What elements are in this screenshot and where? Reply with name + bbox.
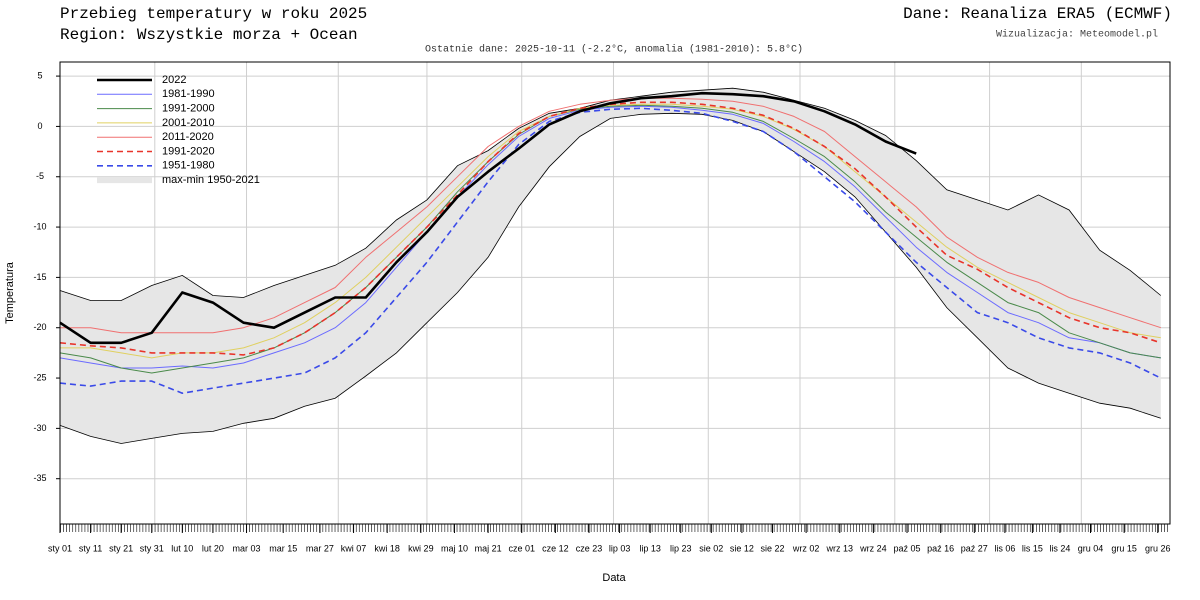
x-tick-label: lut 10 (171, 543, 193, 553)
x-tick-label: sie 22 (760, 543, 784, 553)
y-tick-label: 0 (37, 121, 42, 131)
x-tick-label: mar 15 (269, 543, 297, 553)
source: Dane: Reanaliza ERA5 (ECMWF) (903, 5, 1172, 23)
y-tick-label: -10 (33, 221, 46, 231)
x-axis-label: Data (602, 572, 626, 584)
chart-title: Przebieg temperatury w roku 2025 (60, 5, 367, 23)
x-tick-label: lip 03 (609, 543, 631, 553)
x-tick-label: lis 15 (1022, 543, 1043, 553)
x-tick-label: lut 20 (202, 543, 224, 553)
series-line (59, 91, 917, 345)
x-tick-label: cze 01 (508, 543, 535, 553)
x-tick-label: lis 06 (994, 543, 1015, 553)
legend-label: 1991-2000 (162, 103, 215, 115)
legend-label: max-min 1950-2021 (162, 174, 260, 186)
x-tick-label: kwi 29 (408, 543, 434, 553)
minor-ticks (60, 524, 1170, 532)
series-line (59, 104, 1161, 374)
y-tick-label: -25 (33, 372, 46, 382)
x-tick-label: lis 24 (1049, 543, 1070, 553)
note: Ostatnie dane: 2025-10-11 (-2.2°C, anoma… (425, 44, 803, 56)
legend-label: 1981-1990 (162, 88, 215, 100)
legend-label: 2022 (162, 74, 186, 86)
x-tick-label: sty 31 (140, 543, 164, 553)
x-tick-label: gru 04 (1078, 543, 1104, 553)
x-tick-label: sie 12 (730, 543, 754, 553)
legend-label: 2011-2020 (162, 131, 214, 143)
x-tick-label: maj 10 (441, 543, 468, 553)
series-line (59, 105, 1161, 369)
x-tick-label: paź 16 (927, 543, 954, 553)
x-tick-label: kwi 07 (341, 543, 367, 553)
legend-label: 1951-1980 (162, 160, 215, 172)
credit: Wizualizacja: Meteomodel.pl (996, 29, 1158, 41)
chart-subtitle: Region: Wszystkie morza + Ocean (60, 26, 358, 44)
series-line (60, 103, 1161, 359)
legend-label: 1991-2020 (162, 145, 215, 157)
x-tick-label: mar 03 (233, 543, 261, 553)
x-tick-label: sty 21 (109, 543, 133, 553)
x-tick-label: lip 23 (670, 543, 692, 553)
y-tick-label: -5 (36, 171, 44, 181)
x-tick-label: cze 12 (542, 543, 569, 553)
series-line (60, 97, 1161, 334)
x-tick-label: mar 27 (306, 543, 334, 553)
x-tick-label: kwi 18 (374, 543, 400, 553)
x-tick-label: wrz 13 (825, 543, 853, 553)
x-tick-label: sty 01 (48, 543, 72, 553)
x-tick-label: sty 11 (79, 543, 102, 553)
x-tick-label: paź 05 (894, 543, 921, 553)
x-tick-label: gru 15 (1111, 543, 1137, 553)
x-tick-label: paź 27 (961, 543, 988, 553)
y-tick-label: -30 (33, 423, 46, 433)
range-band (60, 88, 1161, 444)
band-edge (59, 112, 1161, 444)
series-line (59, 107, 1162, 394)
x-tick-label: maj 21 (475, 543, 502, 553)
y-axis-label: Temperatura (4, 261, 16, 324)
y-tick-label: -35 (33, 473, 46, 483)
x-tick-label: sie 02 (699, 543, 723, 553)
x-tick-label: wrz 02 (792, 543, 820, 553)
x-tick-label: wrz 24 (859, 543, 887, 553)
y-tick-label: -15 (33, 272, 46, 282)
x-tick-label: cze 23 (576, 543, 603, 553)
legend-label: 2001-2010 (162, 117, 215, 129)
x-tick-label: lip 13 (639, 543, 661, 553)
plot-frame (59, 61, 1171, 525)
y-tick-label: -20 (33, 322, 46, 332)
x-tick-label: gru 26 (1145, 543, 1171, 553)
y-tick-label: 5 (37, 70, 42, 80)
